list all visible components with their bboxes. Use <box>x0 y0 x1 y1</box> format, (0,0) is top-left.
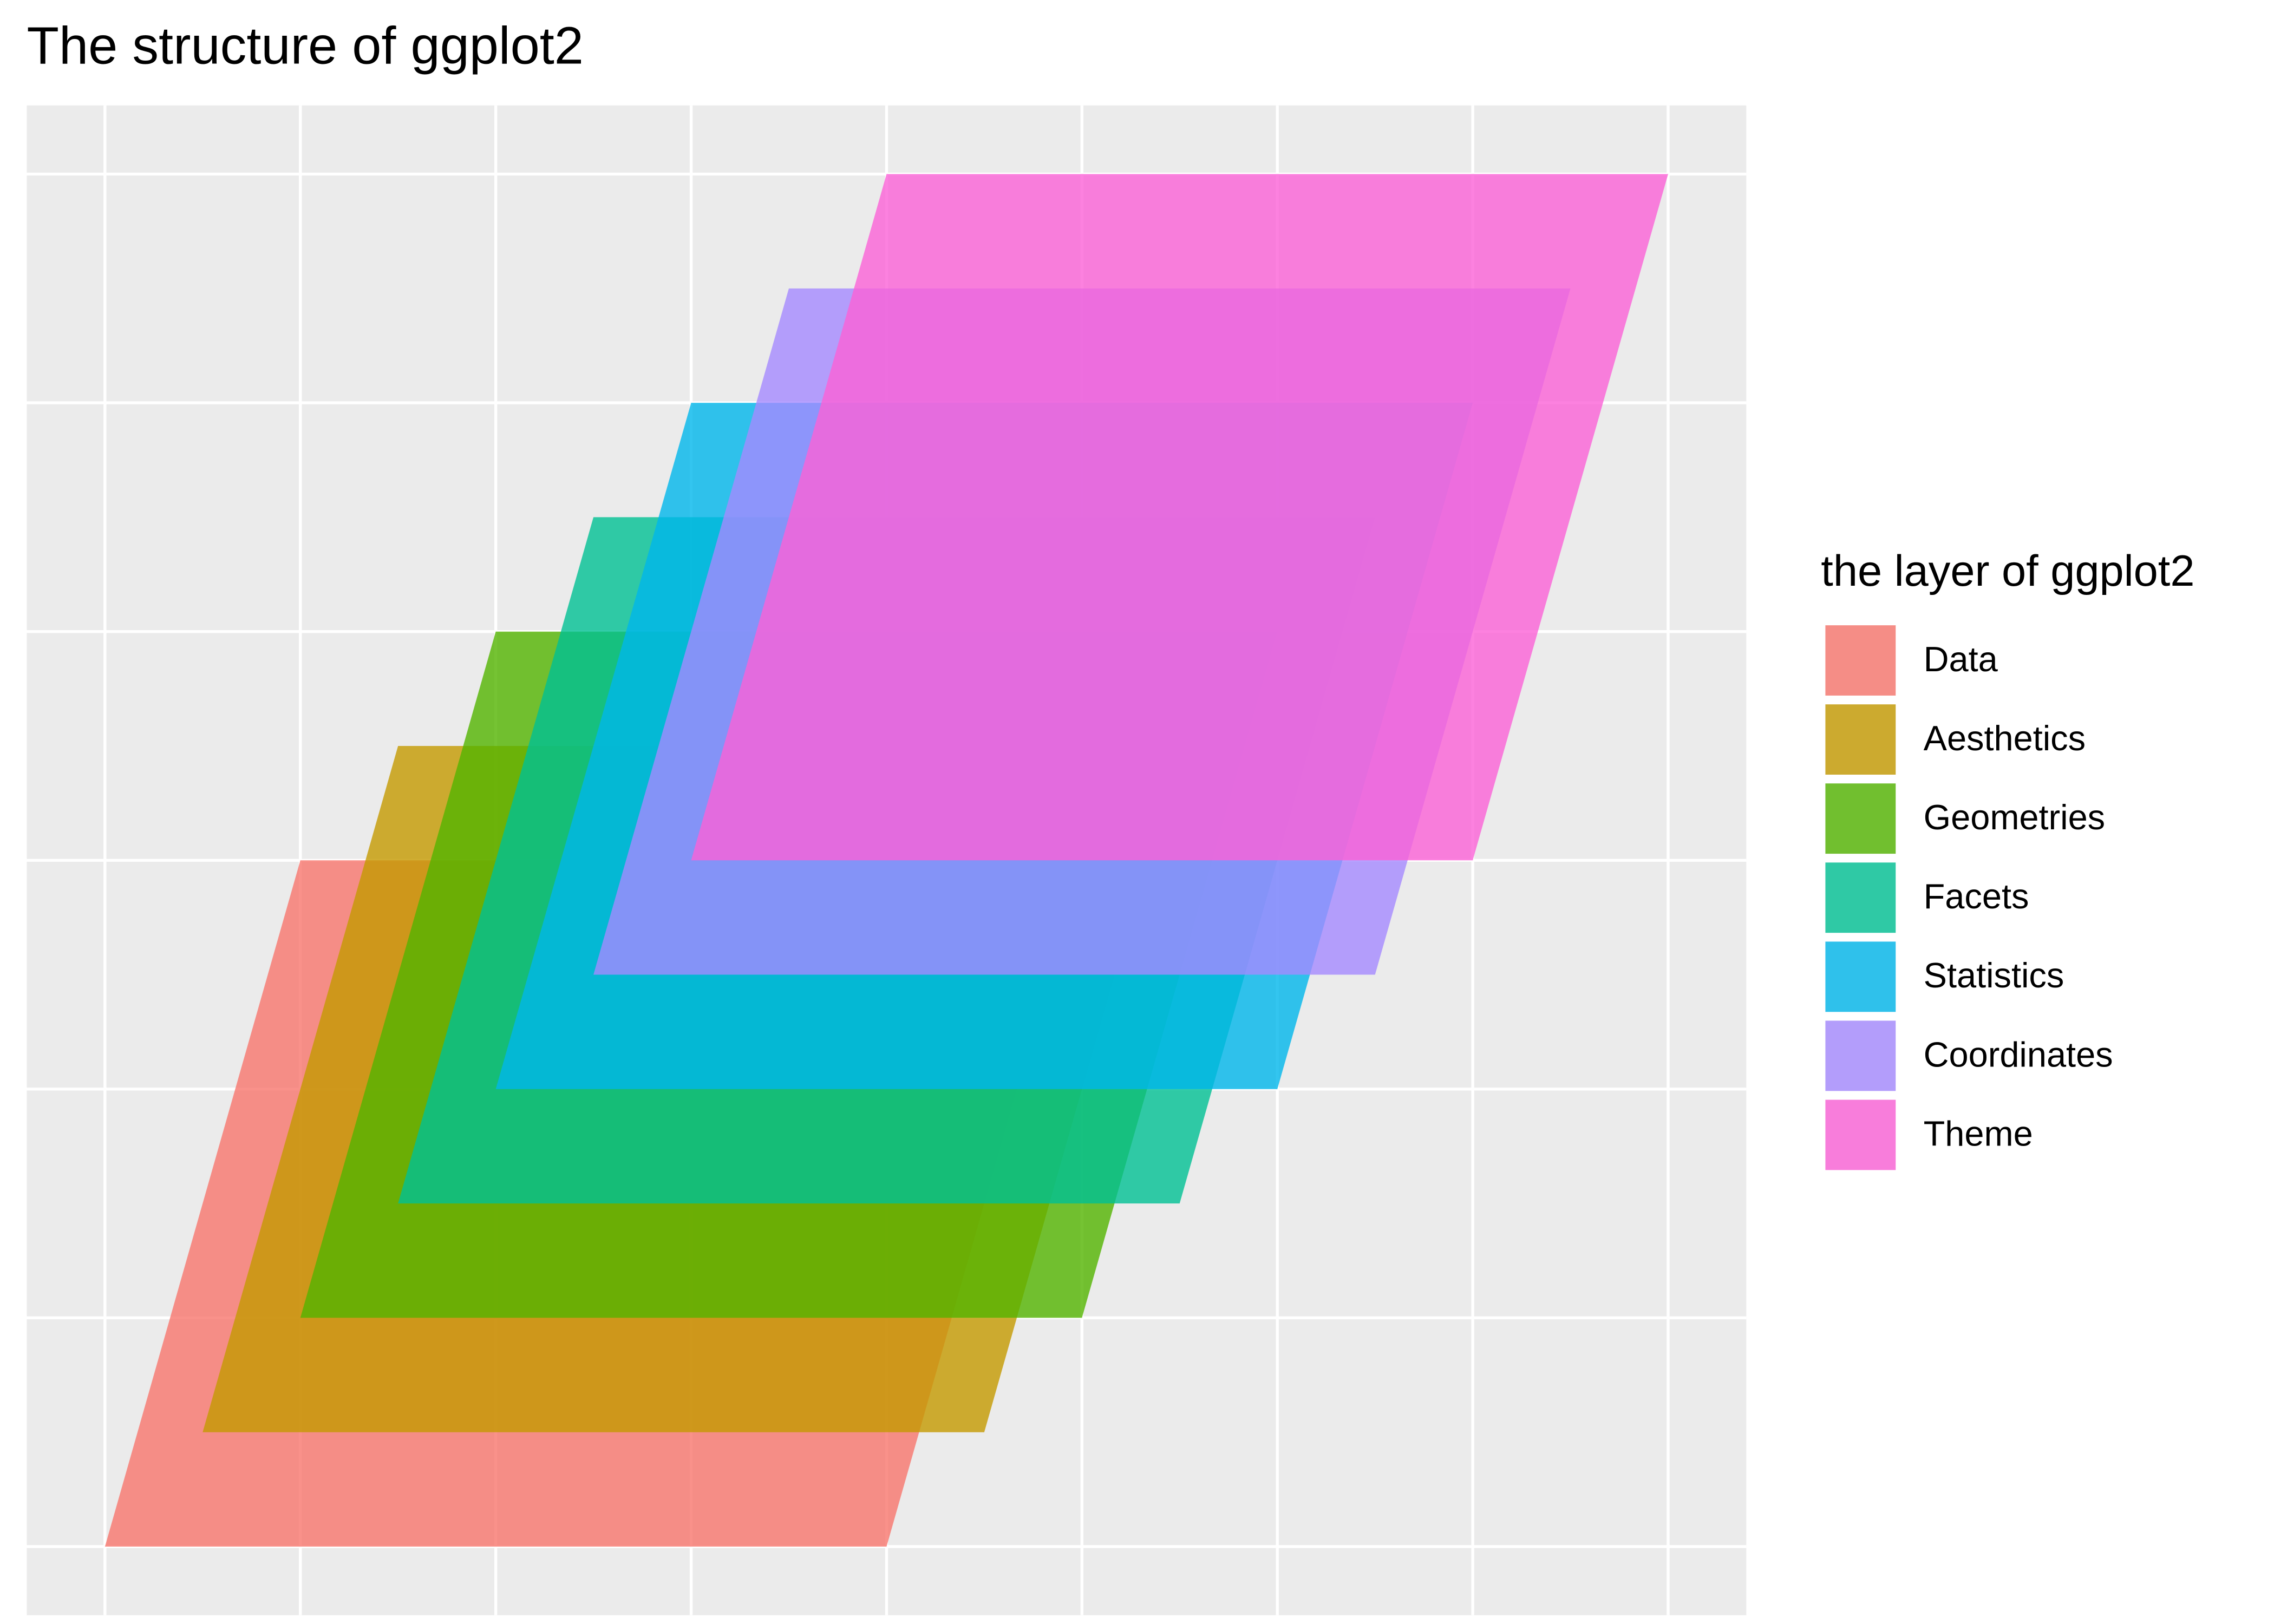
legend-key <box>1822 701 1899 778</box>
legend-label: Coordinates <box>1924 1034 2113 1074</box>
legend-key <box>1822 1097 1899 1173</box>
legend-key <box>1822 1018 1899 1094</box>
legend-label: Theme <box>1924 1114 2033 1153</box>
legend-label: Geometries <box>1924 797 2105 837</box>
legend-label: Facets <box>1924 876 2029 916</box>
legend-label: Aesthetics <box>1924 718 2086 758</box>
layer-polygon <box>691 174 1668 861</box>
legend-key <box>1822 938 1899 1015</box>
chart-title: The structure of ggplot2 <box>27 16 584 75</box>
legend-title: the layer of ggplot2 <box>1821 547 2194 595</box>
legend-label: Statistics <box>1924 955 2064 995</box>
legend-key <box>1822 859 1899 936</box>
legend-label: Data <box>1924 639 1998 679</box>
legend-key <box>1822 780 1899 857</box>
legend-key <box>1822 622 1899 699</box>
